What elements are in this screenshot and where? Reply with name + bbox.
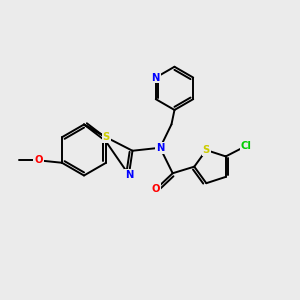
Text: N: N [156,143,164,153]
Text: O: O [34,155,43,165]
Text: S: S [103,132,110,142]
Text: O: O [152,184,161,194]
Text: N: N [152,73,160,82]
Text: S: S [203,145,210,155]
Text: Cl: Cl [241,141,252,151]
Text: N: N [125,170,133,180]
